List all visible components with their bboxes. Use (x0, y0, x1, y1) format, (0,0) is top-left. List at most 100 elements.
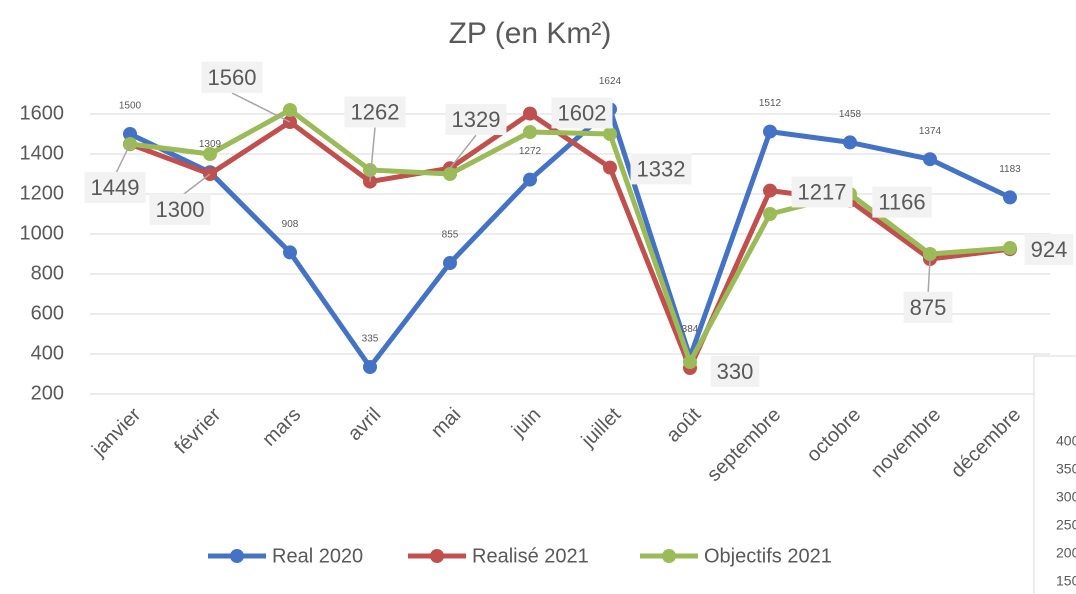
data-label: 1374 (919, 126, 942, 137)
data-label: 1602 (558, 100, 607, 125)
data-point (523, 125, 537, 139)
leader-line (369, 127, 376, 182)
data-label-box (791, 176, 853, 208)
x-tick-label: juillet (577, 403, 626, 452)
data-label: 924 (1031, 237, 1068, 262)
data-label: 1329 (452, 107, 501, 132)
data-point (443, 167, 457, 181)
y-tick-label: 1000 (20, 222, 65, 244)
legend: Real 2020 Realisé 2021 Objectifs 2021 (208, 545, 832, 567)
leader-line (927, 258, 931, 296)
side-panel-tick-label: 350 (1056, 461, 1076, 477)
data-point (763, 183, 777, 198)
data-point (123, 137, 137, 151)
chart-title: ZP (en Km²) (449, 17, 612, 50)
data-label: 1217 (798, 179, 847, 204)
data-point (843, 135, 857, 150)
data-label: 1262 (351, 99, 400, 124)
legend-label: Objectifs 2021 (704, 545, 832, 567)
data-point (123, 127, 137, 141)
x-tick-label: octobre (803, 404, 866, 467)
data-label: 855 (442, 230, 459, 241)
y-tick-label: 1600 (20, 102, 65, 124)
data-label: 1449 (91, 175, 140, 200)
data-point (923, 152, 937, 167)
data-label-box (149, 193, 211, 225)
data-point (923, 247, 937, 261)
data-label: 335 (362, 334, 379, 345)
side-panel-tick-label: 400 (1056, 433, 1076, 449)
series-line (129, 107, 1011, 365)
data-point (523, 106, 537, 121)
data-label: 1166 (878, 190, 925, 215)
data-point (283, 103, 297, 117)
x-tick-label: août (662, 403, 705, 446)
data-label-box (551, 97, 613, 129)
legend-marker (662, 549, 676, 563)
side-panel-tick-label: 300 (1056, 489, 1076, 505)
side-panel-frame (1033, 355, 1076, 594)
data-label: 1183 (999, 164, 1021, 175)
data-label: 875 (910, 295, 947, 320)
data-point (603, 127, 617, 141)
data-label: 1624 (599, 76, 622, 87)
data-label: 908 (282, 219, 299, 230)
data-point (203, 147, 217, 161)
data-label: 1300 (156, 197, 205, 222)
y-tick-label: 800 (31, 262, 64, 284)
series-line (128, 106, 1012, 370)
data-label: 1500 (119, 101, 142, 112)
data-label-box (1024, 234, 1074, 266)
data-label-box (344, 96, 406, 128)
leader-line (449, 134, 477, 169)
data-point (763, 207, 777, 221)
y-tick-label: 1400 (20, 142, 65, 164)
data-label: 330 (717, 359, 754, 384)
y-tick-label: 1200 (20, 182, 65, 204)
data-point (683, 355, 697, 369)
x-tick-label: juin (507, 404, 545, 442)
side-panel-tick-label: 200 (1056, 545, 1076, 561)
data-label-box (903, 291, 953, 323)
y-tick-label: 400 (31, 342, 64, 364)
data-label: 1560 (208, 65, 257, 90)
data-point (1003, 190, 1017, 205)
data-point (283, 245, 297, 260)
x-tick-label: novembre (867, 404, 945, 482)
side-panel: 400 350 300 250 200 150 (1033, 355, 1076, 594)
x-tick-label: décembre (947, 404, 1025, 482)
data-point (443, 256, 457, 270)
data-label: 384 (682, 324, 699, 335)
x-tick-label: janvier (87, 403, 145, 461)
data-point (523, 172, 537, 187)
side-panel-tick-label: 250 (1056, 517, 1076, 533)
x-tick-label: mai (427, 404, 465, 442)
data-point (363, 163, 377, 177)
x-tick-label: février (170, 403, 225, 458)
leader-line (179, 173, 211, 198)
side-panel-tick-label: 150 (1056, 573, 1076, 589)
data-label-box (872, 186, 932, 218)
leader-line (114, 143, 131, 176)
x-tick-label: avril (344, 404, 385, 445)
data-label: 1272 (519, 146, 542, 157)
legend-marker (230, 549, 244, 563)
data-label-box (710, 355, 760, 387)
x-tick-label: mars (258, 404, 305, 451)
data-label-box (630, 153, 692, 185)
y-tick-label: 200 (31, 382, 64, 404)
leader-line (231, 92, 291, 123)
legend-marker (430, 549, 444, 563)
data-point (363, 360, 377, 374)
series-line (129, 111, 1011, 371)
data-label-box (445, 104, 507, 136)
data-label-box (84, 172, 146, 204)
data-point (1003, 241, 1017, 255)
data-label-box (201, 61, 263, 93)
data-label: 1309 (199, 139, 222, 150)
data-label: 1458 (839, 109, 862, 120)
data-point (763, 124, 777, 139)
legend-label: Realisé 2021 (472, 545, 589, 567)
y-tick-label: 600 (31, 302, 64, 324)
